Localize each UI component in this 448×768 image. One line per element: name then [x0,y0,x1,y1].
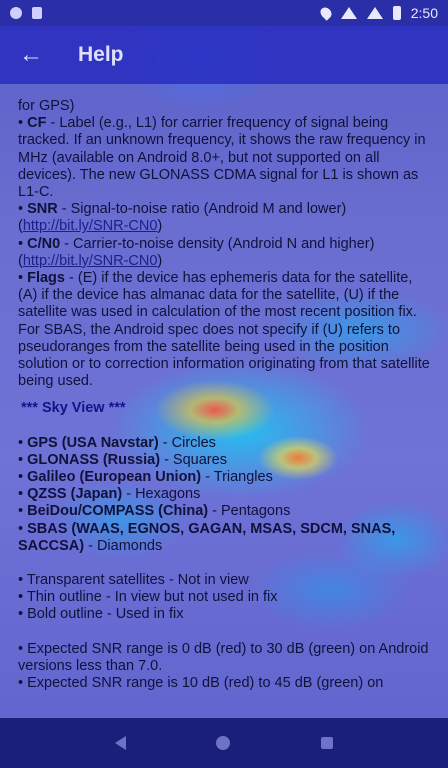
thin-entry: • Thin outline - In view but not used in… [18,589,432,606]
cf-text: - Label (e.g., L1) for carrier frequency… [18,115,426,200]
back-arrow-icon[interactable]: ← [0,26,62,84]
flags-label: Flags [27,270,65,286]
app-bar: ← Help [0,26,448,84]
snr-text: - Signal-to-noise ratio (Android M and l… [58,201,347,217]
sbas-entry: • SBAS (WAAS, EGNOS, GAGAN, MSAS, SDCM, … [18,521,432,555]
location-icon [318,5,334,21]
beidou-entry: • BeiDou/COMPASS (China) - Pentagons [18,503,432,520]
galileo-entry: • Galileo (European Union) - Triangles [18,469,432,486]
bold-entry: • Bold outline - Used in fix [18,606,432,623]
status-time: 2:50 [411,5,438,21]
qzss-entry: • QZSS (Japan) - Hexagons [18,486,432,503]
transparent-entry: • Transparent satellites - Not in view [18,572,432,589]
cn0-label: C/N0 [27,236,60,252]
snr-entry: • SNR - Signal-to-noise ratio (Android M… [18,201,432,235]
nav-recents-icon[interactable] [321,737,333,749]
flags-entry: • Flags - (E) if the device has ephemeri… [18,270,432,390]
snr-label: SNR [27,201,58,217]
nav-back-icon[interactable] [115,736,126,750]
cf-label: CF [27,115,46,131]
flags-text: - (E) if the device has ephemeris data f… [18,270,430,389]
gps-entry: • GPS (USA Navstar) - Circles [18,435,432,452]
gps-text: - Circles [159,435,216,451]
bold-text: Bold outline - Used in fix [27,606,183,622]
sbas-label: SBAS (WAAS, EGNOS, GAGAN, MSAS, SDCM, SN… [18,521,395,554]
cn0-link[interactable]: http://bit.ly/SNR-CN0 [23,253,158,269]
galileo-text: - Triangles [201,469,273,485]
wifi-icon [341,7,357,19]
glonass-text: - Squares [160,452,227,468]
transparent-text: Transparent satellites - Not in view [27,572,249,588]
page-title: Help [78,43,124,67]
nav-home-icon[interactable] [216,736,230,750]
navigation-bar [0,718,448,768]
thin-text: Thin outline - In view but not used in f… [27,589,278,605]
cn0-entry: • C/N0 - Carrier-to-noise density (Andro… [18,236,432,270]
sky-view-heading: *** Sky View *** [21,400,432,417]
qzss-text: - Hexagons [122,486,200,502]
cn0-text: - Carrier-to-noise density (Android N an… [60,236,374,252]
qzss-label: QZSS (Japan) [27,486,122,502]
help-content: for GPS) • CF - Label (e.g., L1) for car… [18,98,432,692]
snr-link[interactable]: http://bit.ly/SNR-CN0 [23,218,158,234]
glonass-entry: • GLONASS (Russia) - Squares [18,452,432,469]
status-bar: 2:50 [0,0,448,26]
snr-range-entry-1: • Expected SNR range is 0 dB (red) to 30… [18,641,432,675]
help-line: for GPS) [18,98,432,115]
snr-range-text-2: Expected SNR range is 10 dB (red) to 45 … [27,675,383,691]
signal-icon [367,7,383,19]
notification-dot-icon [10,7,22,19]
battery-icon [393,6,401,20]
snr-range-entry-2: • Expected SNR range is 10 dB (red) to 4… [18,675,432,692]
beidou-text: - Pentagons [208,503,290,519]
sbas-text: - Diamonds [84,538,162,554]
glonass-label: GLONASS (Russia) [27,452,160,468]
snr-range-text-1: Expected SNR range is 0 dB (red) to 30 d… [18,641,429,674]
cf-entry: • CF - Label (e.g., L1) for carrier freq… [18,115,432,201]
galileo-label: Galileo (European Union) [27,469,201,485]
gps-label: GPS (USA Navstar) [27,435,159,451]
beidou-label: BeiDou/COMPASS (China) [27,503,208,519]
sd-card-icon [32,7,42,19]
